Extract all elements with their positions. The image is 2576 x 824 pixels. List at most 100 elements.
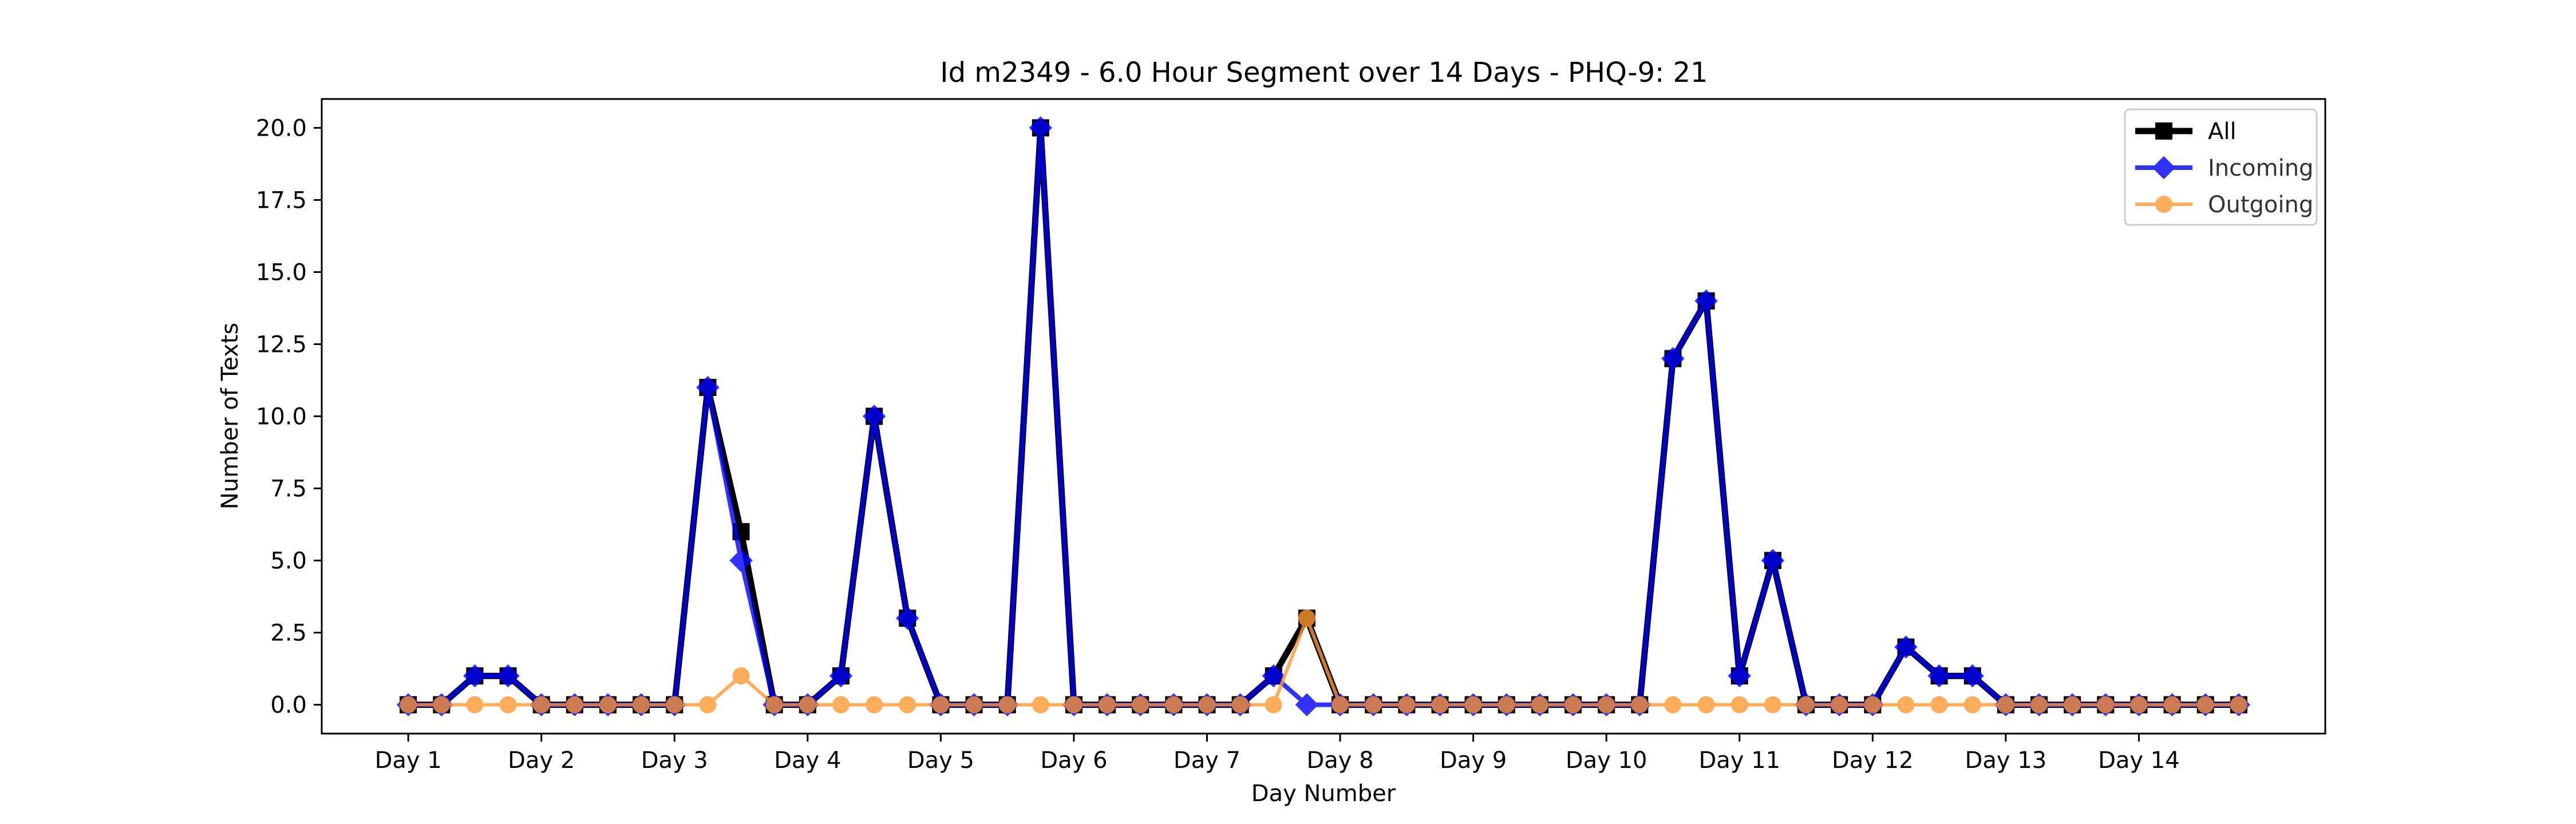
data-point-incoming <box>729 549 753 572</box>
x-tick-label: Day 14 <box>2098 747 2180 774</box>
data-point-outgoing <box>433 696 451 714</box>
data-point-outgoing <box>2130 696 2148 714</box>
legend-item-all: All <box>2135 118 2237 145</box>
x-tick-label: Day 12 <box>1832 747 1914 774</box>
y-tick-label: 20.0 <box>256 115 307 141</box>
data-point-outgoing <box>899 696 916 714</box>
data-point-outgoing <box>1032 696 1049 714</box>
data-point-incoming <box>696 375 720 399</box>
y-tick-label: 7.5 <box>270 476 307 502</box>
data-point-outgoing <box>1764 696 1781 714</box>
legend-item-incoming: Incoming <box>2135 155 2313 181</box>
chart-title: Id m2349 - 6.0 Hour Segment over 14 Days… <box>940 57 1708 89</box>
data-point-outgoing <box>666 696 683 714</box>
data-point-incoming <box>1894 635 1918 659</box>
x-tick-label: Day 7 <box>1174 747 1240 774</box>
x-tick-label: Day 13 <box>1965 747 2047 774</box>
y-tick-label: 2.5 <box>270 620 307 647</box>
data-point-outgoing <box>1065 696 1082 714</box>
data-point-outgoing <box>799 696 816 714</box>
x-tick-label: Day 10 <box>1566 747 1647 774</box>
plot-area <box>396 116 2251 716</box>
x-tick-label: Day 6 <box>1040 747 1107 774</box>
data-point-outgoing <box>1398 696 1416 714</box>
data-point-incoming <box>1761 549 1785 572</box>
y-tick-label: 15.0 <box>256 259 307 286</box>
data-point-outgoing <box>566 696 583 714</box>
data-point-incoming <box>1728 664 1751 688</box>
data-point-outgoing <box>1231 696 1249 714</box>
x-axis: Day 1 Day 2 Day 3 Day 4 Day 5 Day 6 Day 7 Day 8… <box>375 734 2180 774</box>
data-point-incoming <box>1262 664 1286 688</box>
x-tick-label: Day 8 <box>1306 747 1373 774</box>
y-tick-label: 12.5 <box>256 331 307 358</box>
legend-label: Incoming <box>2208 155 2313 181</box>
data-point-incoming <box>463 664 487 688</box>
x-tick-label: Day 9 <box>1440 747 1507 774</box>
data-point-outgoing <box>2030 696 2048 714</box>
data-point-outgoing <box>2163 696 2181 714</box>
y-tick-label: 5.0 <box>270 548 307 575</box>
data-point-outgoing <box>1864 696 1882 714</box>
data-point-outgoing <box>732 667 750 685</box>
legend-label: All <box>2208 118 2237 145</box>
data-point-outgoing <box>466 696 484 714</box>
series-outgoing <box>400 609 2247 714</box>
data-point-incoming <box>862 405 886 428</box>
legend: All Incoming Outgoing <box>2124 108 2318 226</box>
data-point-incoming <box>1927 664 1951 688</box>
data-point-outgoing <box>998 696 1016 714</box>
data-point-outgoing <box>2230 696 2247 714</box>
data-point-incoming <box>1961 664 1984 688</box>
data-point-outgoing <box>1730 696 1748 714</box>
data-point-outgoing <box>1165 696 1183 714</box>
y-axis-label: Number of Texts <box>217 323 243 509</box>
x-tick-label: Day 5 <box>907 747 974 774</box>
data-point-outgoing <box>1564 696 1582 714</box>
data-point-outgoing <box>1298 609 1315 627</box>
y-tick-label: 0.0 <box>270 692 307 719</box>
legend-marker-outgoing <box>2155 196 2172 213</box>
data-point-outgoing <box>1498 696 1515 714</box>
data-point-outgoing <box>1797 696 1815 714</box>
data-point-outgoing <box>965 696 983 714</box>
data-point-incoming <box>1694 289 1718 313</box>
data-point-outgoing <box>1265 696 1282 714</box>
data-point-outgoing <box>1930 696 1948 714</box>
data-point-incoming <box>1661 347 1685 370</box>
data-point-outgoing <box>1963 696 1981 714</box>
data-point-outgoing <box>1664 696 1682 714</box>
y-tick-label: 17.5 <box>256 187 307 213</box>
data-point-outgoing <box>1464 696 1482 714</box>
legend-box <box>2124 108 2318 226</box>
data-point-outgoing <box>1631 696 1649 714</box>
data-point-outgoing <box>866 696 883 714</box>
data-point-outgoing <box>832 696 850 714</box>
data-point-outgoing <box>1997 696 2014 714</box>
data-point-incoming <box>496 664 520 688</box>
legend-marker-incoming <box>2152 156 2176 180</box>
data-point-outgoing <box>1697 696 1715 714</box>
data-point-outgoing <box>599 696 617 714</box>
data-point-outgoing <box>2097 696 2115 714</box>
data-point-outgoing <box>532 696 550 714</box>
x-axis-label: Day Number <box>1251 781 1396 807</box>
data-point-outgoing <box>699 696 717 714</box>
data-point-outgoing <box>1598 696 1615 714</box>
data-point-outgoing <box>932 696 950 714</box>
y-axis: 0.0 2.5 5.0 7.5 10.0 12.5 15.0 17.5 20.0 <box>256 115 322 719</box>
data-point-outgoing <box>1365 696 1382 714</box>
data-point-incoming <box>1295 693 1319 716</box>
data-point-incoming <box>896 607 919 630</box>
x-tick-label: Day 2 <box>508 747 575 774</box>
data-point-outgoing <box>765 696 783 714</box>
legend-label: Outgoing <box>2208 192 2313 218</box>
data-point-incoming <box>1029 116 1053 140</box>
data-point-outgoing <box>2196 696 2214 714</box>
data-point-outgoing <box>1332 696 1349 714</box>
x-tick-label: Day 4 <box>774 747 841 774</box>
data-point-outgoing <box>633 696 650 714</box>
data-point-incoming <box>829 664 853 688</box>
legend-item-outgoing: Outgoing <box>2135 192 2313 218</box>
data-point-outgoing <box>400 696 417 714</box>
